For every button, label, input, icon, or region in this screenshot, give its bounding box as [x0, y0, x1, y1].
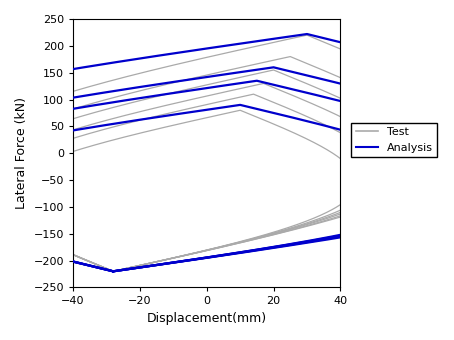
- X-axis label: Displacement(mm): Displacement(mm): [147, 312, 267, 325]
- Y-axis label: Lateral Force (kN): Lateral Force (kN): [15, 97, 28, 209]
- Legend: Test, Analysis: Test, Analysis: [351, 122, 437, 157]
